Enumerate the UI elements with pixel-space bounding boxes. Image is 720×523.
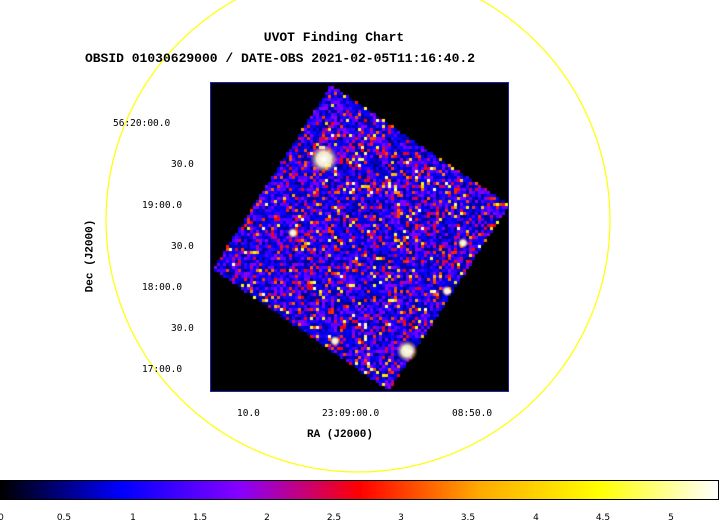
- chart-subtitle: OBSID 01030629000 / DATE-OBS 2021-02-05T…: [84, 51, 476, 66]
- colorbar-tick-label: 1.5: [192, 513, 208, 523]
- y-tick-label: 30.0: [171, 323, 194, 334]
- colorbar-tick-label: 0.5: [56, 513, 72, 523]
- x-tick-label: 10.0: [237, 408, 260, 419]
- x-tick-label: 08:50.0: [452, 408, 493, 419]
- y-tick-label: 56:20:00.0: [113, 118, 171, 129]
- colorbar-tick-label: 4: [533, 513, 539, 523]
- y-tick-label: 19:00.0: [142, 200, 183, 211]
- y-axis-label: Dec (J2000): [84, 219, 97, 293]
- x-axis-label: RA (J2000): [307, 429, 374, 441]
- sky-image: [210, 82, 509, 392]
- colorbar-tick-label: 2: [264, 513, 270, 523]
- colorbar-tick-label: 4.5: [595, 513, 611, 523]
- chart-title: UVOT Finding Chart: [263, 30, 405, 45]
- colorbar-tick-label: 3: [398, 513, 404, 523]
- colorbar-tick-label: 1: [130, 513, 136, 523]
- colorbar-tick-label: 0: [0, 513, 4, 523]
- y-tick-label: 30.0: [171, 159, 194, 170]
- y-tick-label: 17:00.0: [142, 364, 183, 375]
- y-tick-label: 30.0: [171, 241, 194, 252]
- colorbar-tick-label: 5: [668, 513, 674, 523]
- colorbar: [0, 480, 719, 500]
- colorbar-tick-label: 2.5: [326, 513, 342, 523]
- colorbar-tick-label: 3.5: [460, 513, 476, 523]
- x-tick-label: 23:09:00.0: [322, 408, 380, 419]
- y-tick-label: 18:00.0: [142, 282, 183, 293]
